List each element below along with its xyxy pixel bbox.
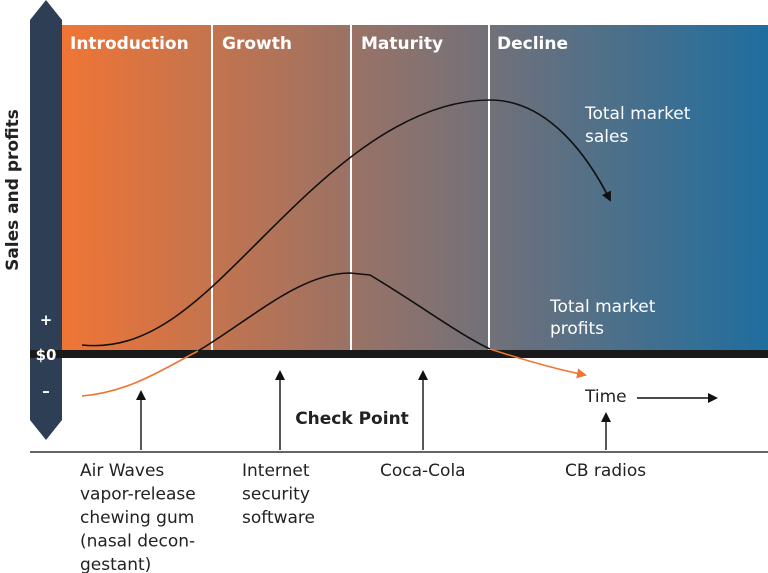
product-label: security <box>242 485 310 505</box>
product-label: gestant) <box>80 555 151 573</box>
product-label: Internet <box>242 461 310 481</box>
stage-label: Growth <box>222 34 292 54</box>
profits-label: Total market <box>549 297 656 317</box>
check-point-label: Check Point <box>295 409 409 429</box>
product-label: Air Waves <box>80 461 164 481</box>
stage-label: Introduction <box>70 34 189 54</box>
product-label: vapor-release <box>80 485 196 505</box>
stage-label: Decline <box>497 34 568 54</box>
sales-label: sales <box>585 127 628 147</box>
y-axis-bar <box>30 0 62 440</box>
check-arrows <box>136 370 611 450</box>
time-label: Time <box>584 387 627 407</box>
product-label: software <box>242 508 315 528</box>
product-label: CB radios <box>565 461 646 481</box>
plus-sign: + <box>40 311 53 329</box>
stage-label: Maturity <box>361 34 443 54</box>
profits-curve-decline <box>489 348 587 379</box>
profits-curve-negative <box>81 350 199 397</box>
stage-dividers <box>211 25 490 354</box>
profits-label: profits <box>550 319 604 339</box>
product-label: Coca-Cola <box>380 461 466 481</box>
product-labels: Air Waves vapor-release chewing gum (nasal … <box>80 461 646 573</box>
product-label: (nasal decon- <box>80 532 195 552</box>
stage-background <box>62 25 768 355</box>
sales-curve <box>81 99 611 347</box>
profits-curve <box>197 272 491 352</box>
minus-sign: – <box>42 382 50 400</box>
axis-label: Sales and profits <box>3 109 23 271</box>
sales-label: Total market <box>584 104 691 124</box>
product-label: chewing gum <box>80 508 194 528</box>
zero-sign: $0 <box>36 346 57 364</box>
